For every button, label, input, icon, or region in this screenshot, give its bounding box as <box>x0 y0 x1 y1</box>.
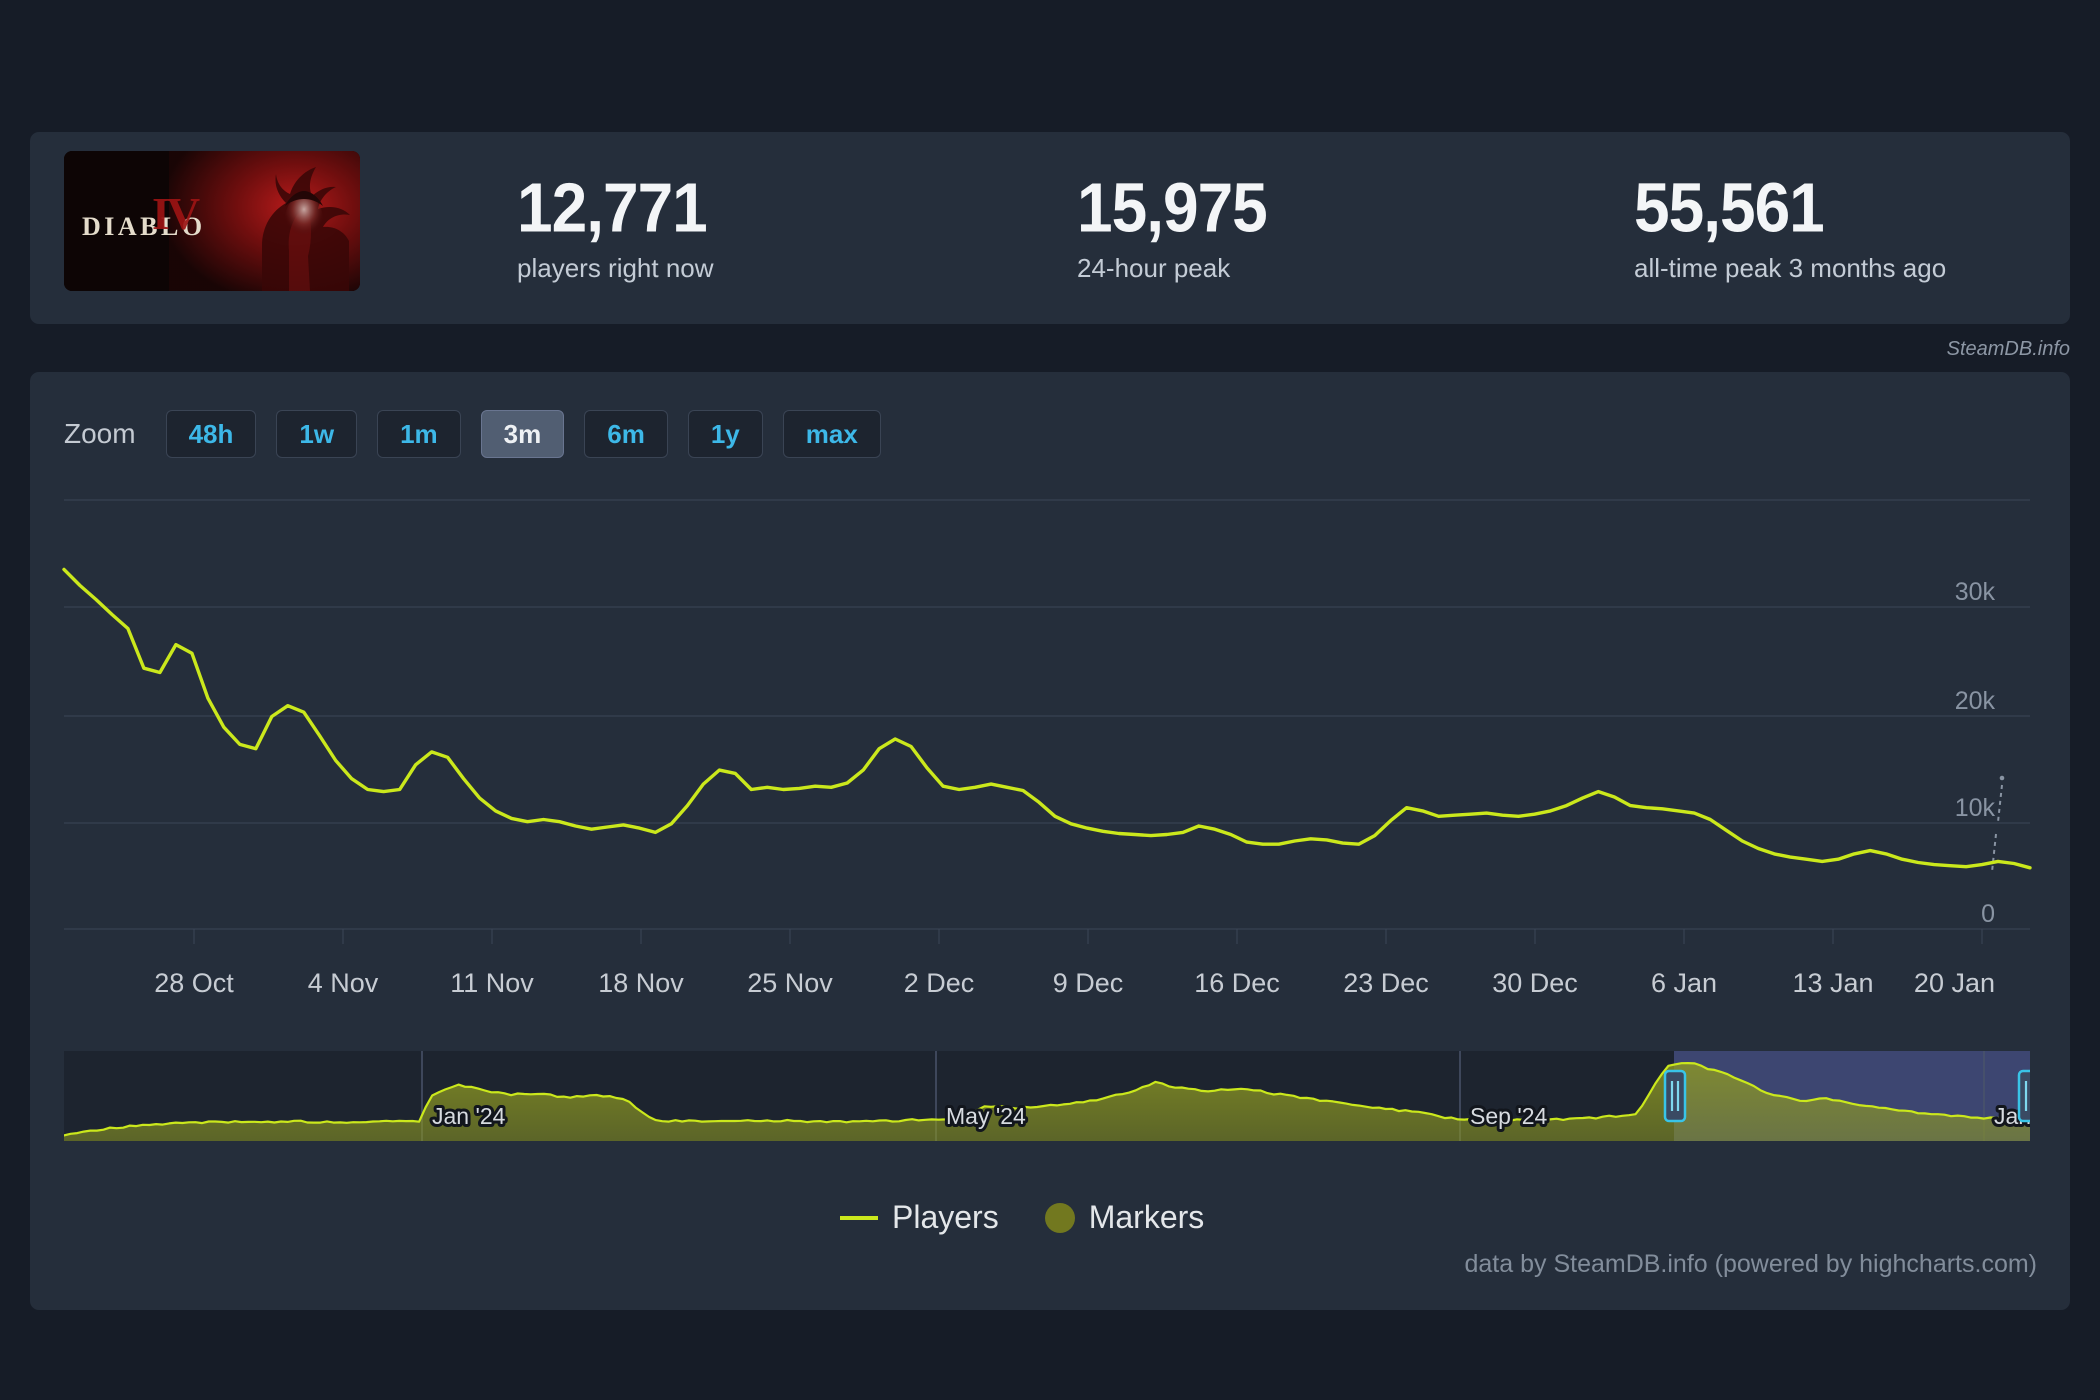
svg-text:IV: IV <box>152 188 200 239</box>
svg-text:0: 0 <box>1981 900 1995 928</box>
svg-text:May '24: May '24 <box>946 1103 1026 1129</box>
svg-text:6 Jan: 6 Jan <box>1651 968 1717 998</box>
svg-text:23 Dec: 23 Dec <box>1343 968 1429 998</box>
svg-text:30 Dec: 30 Dec <box>1492 968 1578 998</box>
svg-text:Jan '24: Jan '24 <box>432 1103 506 1129</box>
svg-text:16 Dec: 16 Dec <box>1194 968 1280 998</box>
svg-text:25 Nov: 25 Nov <box>747 968 833 998</box>
svg-text:Sep '24: Sep '24 <box>1470 1103 1547 1129</box>
svg-text:11 Nov: 11 Nov <box>450 968 534 998</box>
svg-text:9 Dec: 9 Dec <box>1053 968 1124 998</box>
svg-text:10k: 10k <box>1955 794 1996 822</box>
svg-text:4 Nov: 4 Nov <box>308 968 379 998</box>
svg-text:28 Oct: 28 Oct <box>154 968 234 998</box>
svg-text:30k: 30k <box>1955 578 1996 606</box>
svg-text:2 Dec: 2 Dec <box>904 968 975 998</box>
svg-text:13 Jan: 13 Jan <box>1792 968 1873 998</box>
svg-text:20 Jan: 20 Jan <box>1914 968 1995 998</box>
svg-text:18 Nov: 18 Nov <box>598 968 684 998</box>
svg-text:20k: 20k <box>1955 687 1996 715</box>
